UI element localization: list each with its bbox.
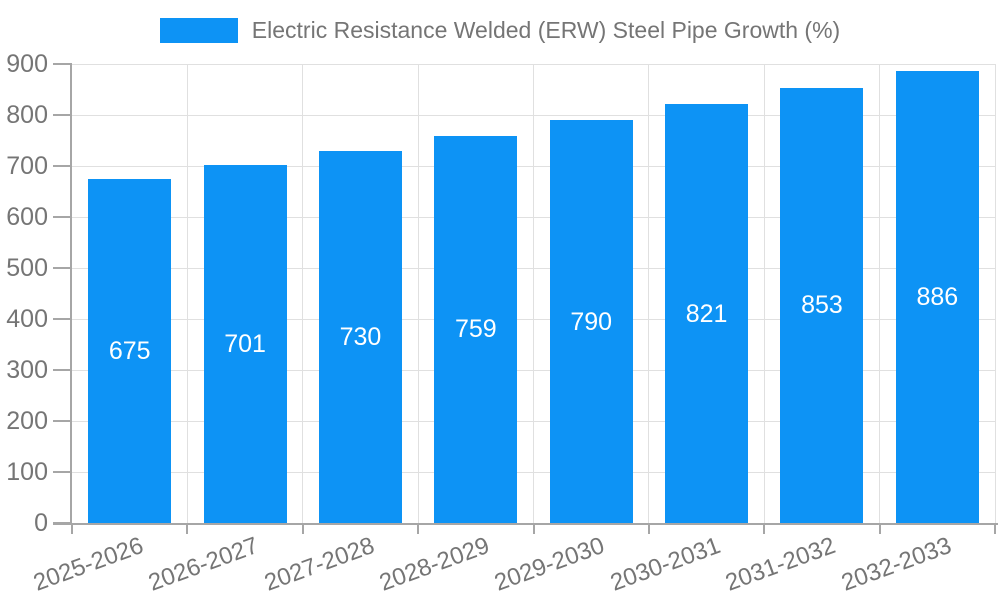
y-axis-line (70, 64, 72, 525)
x-axis-tick (186, 523, 189, 534)
gridline-vertical (302, 64, 304, 523)
x-axis-tick-label: 2026-2027 (145, 532, 263, 597)
x-axis-line (53, 523, 998, 525)
gridline-vertical (417, 64, 419, 523)
y-axis-tick-label: 700 (6, 152, 48, 180)
x-axis-tick (417, 523, 420, 534)
y-axis-tick-label: 100 (6, 458, 48, 486)
bar-value-label: 886 (916, 283, 959, 312)
y-axis-tick-label: 200 (6, 407, 48, 435)
y-axis-tick (53, 318, 72, 320)
y-axis-tick (53, 114, 72, 116)
y-axis-tick-label: 800 (6, 101, 48, 129)
y-axis-tick (53, 165, 72, 167)
x-axis-tick-label: 2032-2033 (837, 532, 955, 597)
gridline-vertical (879, 64, 881, 523)
legend-swatch (159, 17, 238, 43)
gridline-vertical (186, 64, 188, 523)
x-axis-tick (878, 523, 881, 534)
x-axis-tick-label: 2025-2026 (29, 532, 147, 597)
gridline-vertical (648, 64, 650, 523)
legend-item[interactable]: Electric Resistance Welded (ERW) Steel P… (159, 16, 841, 44)
bar[interactable] (318, 150, 402, 523)
bar[interactable] (780, 87, 864, 523)
bar[interactable] (665, 104, 749, 523)
bar-value-label: 821 (685, 299, 728, 328)
gridline-vertical (994, 64, 996, 523)
x-axis-tick-label: 2031-2032 (722, 532, 840, 597)
y-axis-tick-label: 400 (6, 305, 48, 333)
y-axis-tick (53, 63, 72, 65)
x-axis-tick (71, 523, 73, 534)
bar[interactable] (203, 165, 287, 523)
y-axis-tick (53, 471, 72, 473)
x-axis-tick (647, 523, 650, 534)
y-axis-tick (53, 369, 72, 371)
bar-value-label: 701 (224, 330, 266, 359)
bar-value-label: 853 (801, 291, 843, 320)
x-axis-tick-label: 2030-2031 (606, 532, 724, 597)
y-axis-tick (53, 420, 72, 422)
bar[interactable] (895, 71, 979, 523)
y-axis-tick-label: 900 (6, 50, 48, 78)
bar[interactable] (434, 135, 518, 523)
x-axis-tick-label: 2028-2029 (375, 532, 494, 597)
y-axis-tick-label: 300 (6, 356, 48, 384)
y-axis-tick-label: 500 (6, 254, 48, 282)
y-axis-tick-label: 0 (34, 509, 48, 537)
x-axis-tick (994, 523, 996, 534)
gridline-vertical (763, 64, 765, 523)
bar-value-label: 759 (454, 315, 497, 344)
gridline-vertical (533, 64, 534, 523)
bar-value-label: 790 (570, 307, 613, 336)
y-axis-tick (53, 216, 72, 218)
x-axis-tick-label: 2027-2028 (260, 532, 378, 597)
x-axis-tick (763, 523, 766, 534)
x-axis-tick (301, 523, 304, 534)
bar-value-label: 730 (339, 322, 382, 351)
bar[interactable] (549, 120, 633, 523)
legend-label: Electric Resistance Welded (ERW) Steel P… (251, 17, 841, 43)
y-axis-tick (53, 267, 72, 269)
chart-legend: Electric Resistance Welded (ERW) Steel P… (0, 16, 1000, 44)
bar[interactable] (88, 178, 172, 523)
y-axis-tick-label: 600 (6, 203, 48, 231)
x-axis-tick (532, 523, 535, 534)
bar-value-label: 675 (108, 336, 151, 365)
x-axis-tick-label: 2029-2030 (491, 532, 609, 597)
